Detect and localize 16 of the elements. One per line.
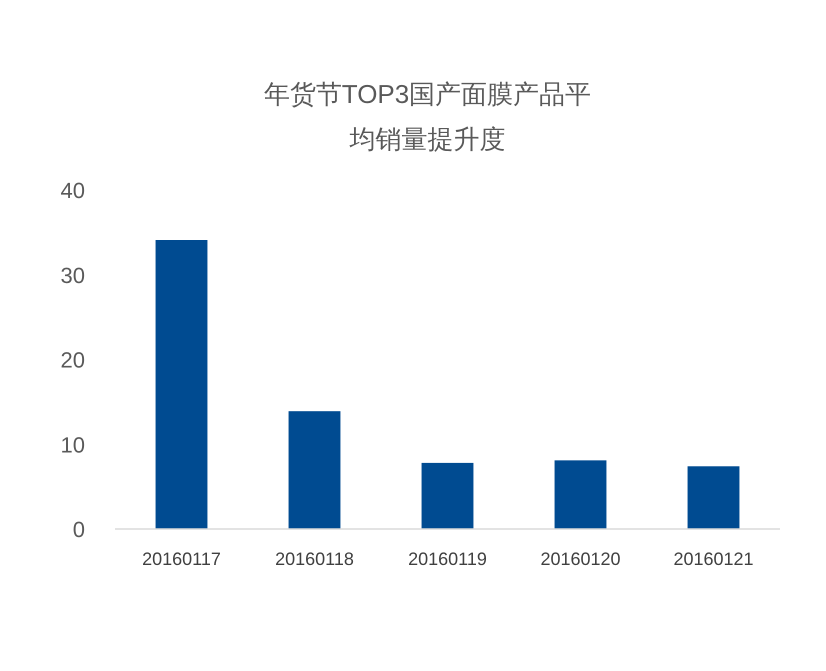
bar <box>688 466 740 529</box>
x-tick-label: 20160119 <box>408 549 487 569</box>
y-tick-label: 20 <box>60 348 85 372</box>
y-tick-label: 0 <box>72 517 85 542</box>
y-tick-label: 10 <box>60 432 85 458</box>
bar <box>554 460 606 529</box>
chart-title: 年货节TOP3国产面膜产品平均销量提升度 <box>264 79 592 154</box>
x-tick-label: 20160117 <box>142 549 221 569</box>
bar <box>156 240 208 529</box>
bar <box>288 411 340 529</box>
y-tick-label: 40 <box>60 178 85 203</box>
x-tick-label: 20160121 <box>673 549 754 569</box>
y-tick-label: 30 <box>60 262 85 288</box>
x-tick-label: 20160118 <box>275 549 354 569</box>
x-tick-label: 20160120 <box>540 549 621 569</box>
bar <box>422 462 474 529</box>
